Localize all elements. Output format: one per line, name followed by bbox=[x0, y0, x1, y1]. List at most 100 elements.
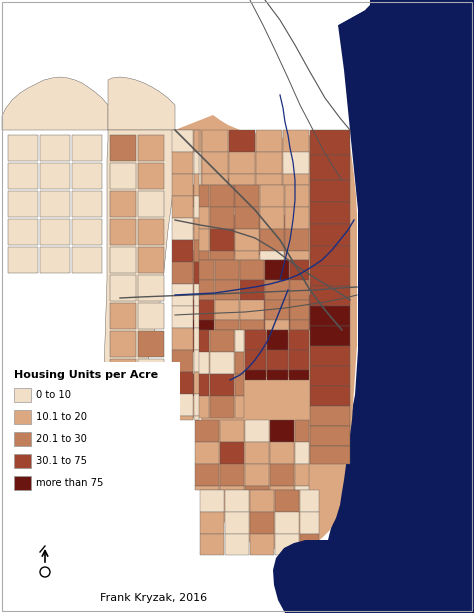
Bar bbox=[250, 512, 274, 533]
Bar bbox=[8, 247, 38, 273]
Text: 0 to 10: 0 to 10 bbox=[36, 390, 71, 400]
Bar bbox=[138, 275, 164, 301]
Bar bbox=[194, 372, 200, 394]
Bar bbox=[8, 163, 38, 189]
Bar bbox=[210, 374, 235, 395]
Bar bbox=[195, 486, 219, 490]
Bar bbox=[245, 420, 270, 441]
Bar bbox=[185, 229, 210, 251]
Bar bbox=[310, 202, 350, 224]
Bar bbox=[138, 331, 164, 357]
Bar bbox=[265, 280, 290, 300]
Bar bbox=[229, 130, 255, 151]
Bar bbox=[194, 306, 200, 327]
Bar bbox=[172, 306, 193, 327]
Polygon shape bbox=[213, 0, 370, 138]
Bar bbox=[202, 130, 228, 151]
Polygon shape bbox=[103, 130, 175, 470]
Bar bbox=[270, 420, 294, 441]
Bar bbox=[40, 163, 70, 189]
Bar bbox=[290, 280, 310, 300]
Bar bbox=[229, 152, 255, 173]
Bar bbox=[72, 135, 102, 161]
Bar bbox=[260, 207, 284, 229]
Bar bbox=[185, 330, 210, 351]
Bar bbox=[245, 486, 270, 490]
Bar bbox=[235, 229, 259, 251]
Bar bbox=[185, 396, 210, 417]
Bar bbox=[138, 191, 164, 217]
Bar bbox=[194, 174, 200, 196]
Bar bbox=[14, 388, 31, 402]
Bar bbox=[256, 130, 283, 151]
Bar bbox=[172, 350, 193, 371]
Bar bbox=[229, 174, 255, 185]
Bar bbox=[295, 486, 310, 490]
Bar bbox=[72, 219, 102, 245]
Polygon shape bbox=[108, 77, 175, 130]
Bar bbox=[235, 330, 245, 351]
Bar bbox=[240, 260, 264, 280]
Bar bbox=[210, 229, 235, 251]
Bar bbox=[194, 394, 200, 416]
Bar bbox=[175, 174, 201, 185]
Bar bbox=[194, 240, 200, 262]
Polygon shape bbox=[262, 295, 310, 330]
Bar bbox=[200, 534, 225, 555]
Bar bbox=[310, 130, 350, 155]
Bar bbox=[8, 219, 38, 245]
Bar bbox=[195, 442, 219, 463]
Bar bbox=[40, 135, 70, 161]
Bar bbox=[220, 420, 245, 441]
Text: 20.1 to 30: 20.1 to 30 bbox=[36, 434, 87, 444]
Bar bbox=[215, 280, 239, 300]
Bar bbox=[138, 163, 164, 189]
Bar bbox=[285, 185, 310, 207]
Bar bbox=[289, 350, 310, 370]
Bar bbox=[210, 352, 235, 373]
Bar bbox=[265, 260, 290, 280]
Bar bbox=[310, 326, 350, 346]
Bar bbox=[194, 218, 200, 240]
Bar bbox=[270, 486, 294, 490]
Bar bbox=[190, 280, 215, 300]
Bar bbox=[275, 534, 300, 555]
Bar bbox=[195, 464, 219, 485]
Bar bbox=[245, 350, 266, 370]
Bar bbox=[138, 303, 164, 329]
Bar bbox=[256, 174, 283, 185]
Bar bbox=[138, 135, 164, 161]
Bar bbox=[110, 387, 136, 413]
Bar bbox=[110, 303, 136, 329]
Bar bbox=[110, 359, 136, 385]
Bar bbox=[72, 163, 102, 189]
Bar bbox=[250, 534, 274, 555]
Bar bbox=[194, 328, 200, 349]
Bar bbox=[110, 247, 136, 273]
Bar bbox=[275, 512, 300, 533]
Bar bbox=[310, 406, 350, 426]
Bar bbox=[310, 426, 350, 446]
Bar bbox=[295, 464, 310, 485]
Bar bbox=[210, 251, 235, 259]
Bar bbox=[235, 374, 245, 395]
Bar bbox=[195, 420, 219, 441]
Bar bbox=[190, 260, 215, 280]
Bar bbox=[215, 320, 239, 330]
Polygon shape bbox=[280, 555, 355, 613]
Bar bbox=[265, 320, 290, 330]
Bar bbox=[310, 224, 350, 246]
Bar bbox=[138, 387, 164, 413]
Bar bbox=[138, 247, 164, 273]
Bar bbox=[245, 370, 266, 379]
Bar bbox=[256, 152, 283, 173]
Bar bbox=[290, 260, 310, 280]
Bar bbox=[220, 442, 245, 463]
Bar bbox=[172, 372, 193, 394]
Bar bbox=[300, 490, 319, 511]
Bar bbox=[290, 320, 310, 330]
Bar bbox=[194, 416, 200, 419]
Bar bbox=[202, 152, 228, 173]
Bar bbox=[240, 280, 264, 300]
Bar bbox=[267, 330, 289, 349]
